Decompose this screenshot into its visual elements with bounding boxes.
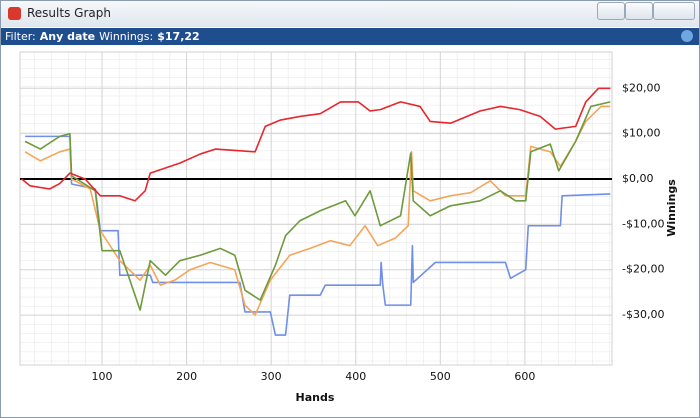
series-line [21, 87, 611, 202]
y-tick-label: $20,00 [622, 81, 661, 94]
winnings-value: $17,22 [157, 30, 200, 43]
help-button[interactable] [681, 30, 693, 42]
y-tick-label: -$20,00 [622, 263, 664, 276]
y-tick-label: -$10,00 [622, 217, 664, 230]
filter-bar: Filter: Any date Winnings: $17,22 [1, 28, 699, 45]
y-tick-label: $10,00 [622, 127, 661, 140]
close-button[interactable] [653, 2, 695, 20]
x-tick-label: 200 [176, 370, 197, 383]
series-line [24, 101, 611, 311]
minimize-button[interactable] [597, 2, 625, 20]
x-tick-label: 500 [430, 370, 451, 383]
maximize-button[interactable] [625, 2, 653, 20]
title-bar: Results Graph [1, 1, 699, 27]
x-axis-label: Hands [296, 391, 335, 404]
winnings-label: Winnings: [99, 30, 154, 43]
x-tick-label: 100 [92, 370, 113, 383]
y-axis-label: Winnings [665, 179, 678, 237]
x-tick-label: 400 [345, 370, 366, 383]
x-tick-label: 300 [261, 370, 282, 383]
series-line [25, 135, 611, 336]
app-icon [8, 7, 21, 20]
window-title: Results Graph [27, 6, 111, 20]
y-tick-label: -$30,00 [622, 308, 664, 321]
filter-date[interactable]: Any date [39, 30, 96, 43]
plot-area [19, 51, 613, 366]
y-tick-label: $0,00 [622, 172, 654, 185]
x-tick-label: 600 [514, 370, 535, 383]
filter-label: Filter: [5, 30, 36, 43]
